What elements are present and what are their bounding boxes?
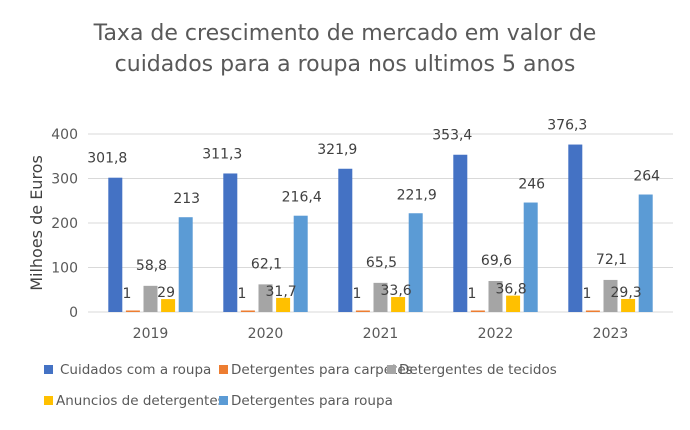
bar [355, 310, 370, 312]
bar [638, 194, 653, 312]
x-tick-label: 2019 [133, 326, 169, 342]
data-label: 353,4 [432, 128, 472, 144]
legend-label: Detergentes para carpetes [231, 362, 413, 378]
legend-item: Detergentes para carpetes [219, 362, 413, 378]
legend-item: Detergentes de tecidos [387, 362, 557, 378]
bar [408, 213, 423, 312]
legend-label: Anuncios de detergentes [56, 393, 225, 409]
bar [568, 144, 583, 312]
data-label: 376,3 [547, 118, 587, 134]
y-tick-label: 400 [51, 127, 78, 143]
bar [108, 177, 123, 312]
bar [453, 154, 468, 312]
data-label: 216,4 [282, 190, 322, 206]
bar [470, 310, 485, 312]
data-label: 29 [157, 285, 175, 301]
chart-title-line-1: Taxa de crescimento de mercado em valor … [93, 21, 597, 46]
y-tick-label: 200 [51, 216, 78, 232]
bar [178, 217, 193, 312]
bar [125, 310, 140, 312]
bar [373, 282, 388, 312]
bar [585, 310, 600, 312]
bar [223, 173, 238, 312]
data-label: 62,1 [251, 256, 282, 272]
bar [240, 310, 255, 312]
bar [143, 285, 158, 312]
chart-title: Taxa de crescimento de mercado em valor … [93, 21, 597, 77]
data-label: 1 [237, 286, 246, 302]
legend-label: Detergentes de tecidos [399, 362, 557, 378]
legend-swatch [219, 396, 228, 405]
legend-label: Cuidados com a roupa [60, 362, 211, 378]
data-labels: 301,8 1 58,8 29 213 311,3 1 62,1 31,7 216,4 321,9 1… [87, 118, 660, 302]
bar [293, 215, 308, 312]
x-tick-label: 2020 [248, 326, 284, 342]
bars [108, 144, 653, 312]
data-label: 1 [467, 286, 476, 302]
data-label: 221,9 [397, 187, 437, 203]
data-label: 264 [633, 169, 660, 185]
y-tick-label: 0 [69, 305, 78, 321]
chart-title-line-2: cuidados para a roupa nos ultimos 5 anos [115, 52, 576, 77]
legend-item: Anuncios de detergentes [44, 393, 225, 409]
legend: Cuidados com a roupa Detergentes para car… [44, 362, 557, 409]
data-label: 31,7 [266, 284, 297, 300]
data-label: 72,1 [596, 252, 627, 268]
x-tick-label: 2023 [593, 326, 629, 342]
bar [391, 297, 406, 312]
bar [621, 298, 636, 312]
legend-swatch [219, 365, 228, 374]
data-label: 1 [122, 286, 131, 302]
data-label: 1 [352, 286, 361, 302]
data-label: 33,6 [381, 283, 412, 299]
data-label: 29,3 [611, 285, 642, 301]
data-label: 246 [518, 177, 545, 193]
data-label: 213 [173, 191, 200, 207]
legend-label: Detergentes para roupa [231, 393, 393, 409]
legend-swatch [44, 396, 53, 405]
x-tick-label: 2022 [478, 326, 514, 342]
data-label: 65,5 [366, 255, 397, 271]
x-axis-ticks: 2019 2020 2021 2022 2023 [133, 326, 629, 342]
legend-swatch [44, 365, 53, 374]
data-label: 58,8 [136, 258, 167, 274]
bar [276, 297, 291, 312]
data-label: 1 [582, 286, 591, 302]
bar [488, 281, 503, 312]
y-tick-label: 300 [51, 172, 78, 188]
legend-swatch [387, 365, 396, 374]
x-tick-label: 2021 [363, 326, 399, 342]
y-tick-label: 100 [51, 261, 78, 277]
bar [523, 202, 538, 312]
bar [161, 299, 176, 312]
data-label: 311,3 [202, 146, 242, 162]
data-label: 36,8 [496, 282, 527, 298]
bar [506, 295, 521, 312]
bar [338, 168, 353, 312]
data-label: 69,6 [481, 253, 512, 269]
data-label: 321,9 [317, 142, 357, 158]
bar [258, 284, 273, 312]
y-axis-ticks: 0 100 200 300 400 [51, 127, 78, 321]
y-axis-label: Milhoes de Euros [27, 155, 46, 291]
legend-item: Detergentes para roupa [219, 393, 393, 409]
data-label: 301,8 [87, 151, 127, 167]
bar [603, 279, 618, 312]
legend-item: Cuidados com a roupa [44, 362, 211, 378]
